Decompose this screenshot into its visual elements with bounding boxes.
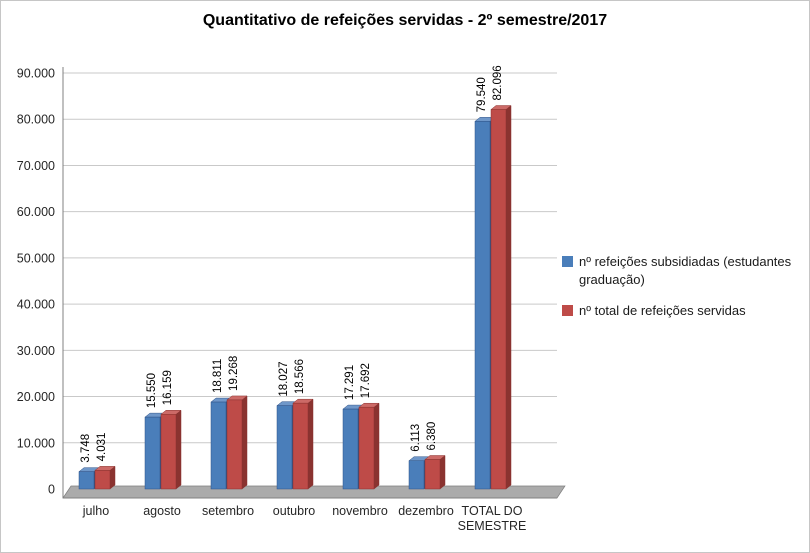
y-axis-tick-label: 70.000 bbox=[17, 159, 55, 173]
x-axis-category-label: dezembro bbox=[398, 504, 454, 518]
y-axis-tick-label: 40.000 bbox=[17, 298, 55, 312]
bar bbox=[276, 405, 293, 490]
bar-side-face bbox=[373, 402, 380, 490]
bar-value-label: 17.291 bbox=[344, 365, 356, 400]
bar-value-label: 18.027 bbox=[278, 361, 290, 396]
x-axis-category-label: setembro bbox=[202, 504, 254, 518]
bar-value-label: 82.096 bbox=[492, 65, 504, 100]
legend-item-subsidiadas: nº refeições subsidiadas (estudantes gra… bbox=[562, 253, 808, 288]
x-axis-category-label: agosto bbox=[143, 504, 181, 518]
y-axis-tick-label: 90.000 bbox=[17, 67, 55, 81]
x-axis-category-label: julho bbox=[82, 504, 109, 518]
legend: nº refeições subsidiadas (estudantes gra… bbox=[562, 253, 808, 334]
y-axis-tick-label: 0 bbox=[48, 483, 55, 497]
y-axis-tick-label: 30.000 bbox=[17, 344, 55, 358]
bar-value-label: 15.550 bbox=[146, 373, 158, 408]
legend-label-total: nº total de refeições servidas bbox=[579, 303, 746, 319]
bar bbox=[210, 401, 227, 490]
bar-side-face bbox=[307, 398, 314, 490]
x-axis-category-label: novembro bbox=[332, 504, 388, 518]
y-axis-tick-label: 10.000 bbox=[17, 436, 55, 450]
legend-marker-red-icon bbox=[562, 305, 573, 317]
bar bbox=[424, 459, 441, 490]
y-axis-tick-label: 20.000 bbox=[17, 390, 55, 404]
bar bbox=[408, 460, 425, 490]
bar bbox=[474, 121, 491, 490]
chart-title: Quantitativo de refeições servidas - 2º … bbox=[202, 12, 608, 29]
bar bbox=[160, 414, 177, 490]
y-axis-tick-label: 80.000 bbox=[17, 113, 55, 127]
bar-value-label: 3.748 bbox=[80, 434, 92, 463]
bar-value-label: 79.540 bbox=[476, 77, 488, 112]
legend-label-subsidiadas: nº refeições subsidiadas (estudantes gra… bbox=[579, 254, 792, 287]
bar bbox=[78, 471, 95, 490]
bar-value-label: 4.031 bbox=[96, 433, 108, 462]
bar-side-face bbox=[241, 395, 248, 490]
bar-side-face bbox=[505, 105, 512, 490]
bar bbox=[94, 470, 111, 490]
bar-value-label: 18.811 bbox=[212, 359, 224, 393]
bar-side-face bbox=[175, 409, 182, 490]
bar-side-face bbox=[439, 454, 446, 490]
bar-value-label: 19.268 bbox=[228, 356, 240, 391]
bar bbox=[144, 416, 161, 490]
bar bbox=[358, 406, 375, 490]
y-axis-tick-label: 60.000 bbox=[17, 205, 55, 219]
bar bbox=[490, 109, 507, 490]
bar-value-label: 16.159 bbox=[162, 370, 174, 405]
bar bbox=[342, 408, 359, 490]
bar-value-label: 6.113 bbox=[410, 424, 422, 452]
bar-value-label: 17.692 bbox=[360, 363, 372, 398]
bar-value-label: 6.380 bbox=[426, 422, 438, 451]
bar bbox=[292, 402, 309, 490]
legend-item-total: nº total de refeições servidas bbox=[562, 302, 808, 320]
bar-value-label: 18.566 bbox=[294, 359, 306, 394]
legend-marker-blue-icon bbox=[562, 256, 573, 267]
bar bbox=[226, 399, 243, 490]
y-axis-tick-label: 50.000 bbox=[17, 251, 55, 265]
x-axis-category-label: outubro bbox=[273, 504, 315, 518]
x-axis-category-label: TOTAL DO SEMESTRE bbox=[458, 504, 527, 533]
